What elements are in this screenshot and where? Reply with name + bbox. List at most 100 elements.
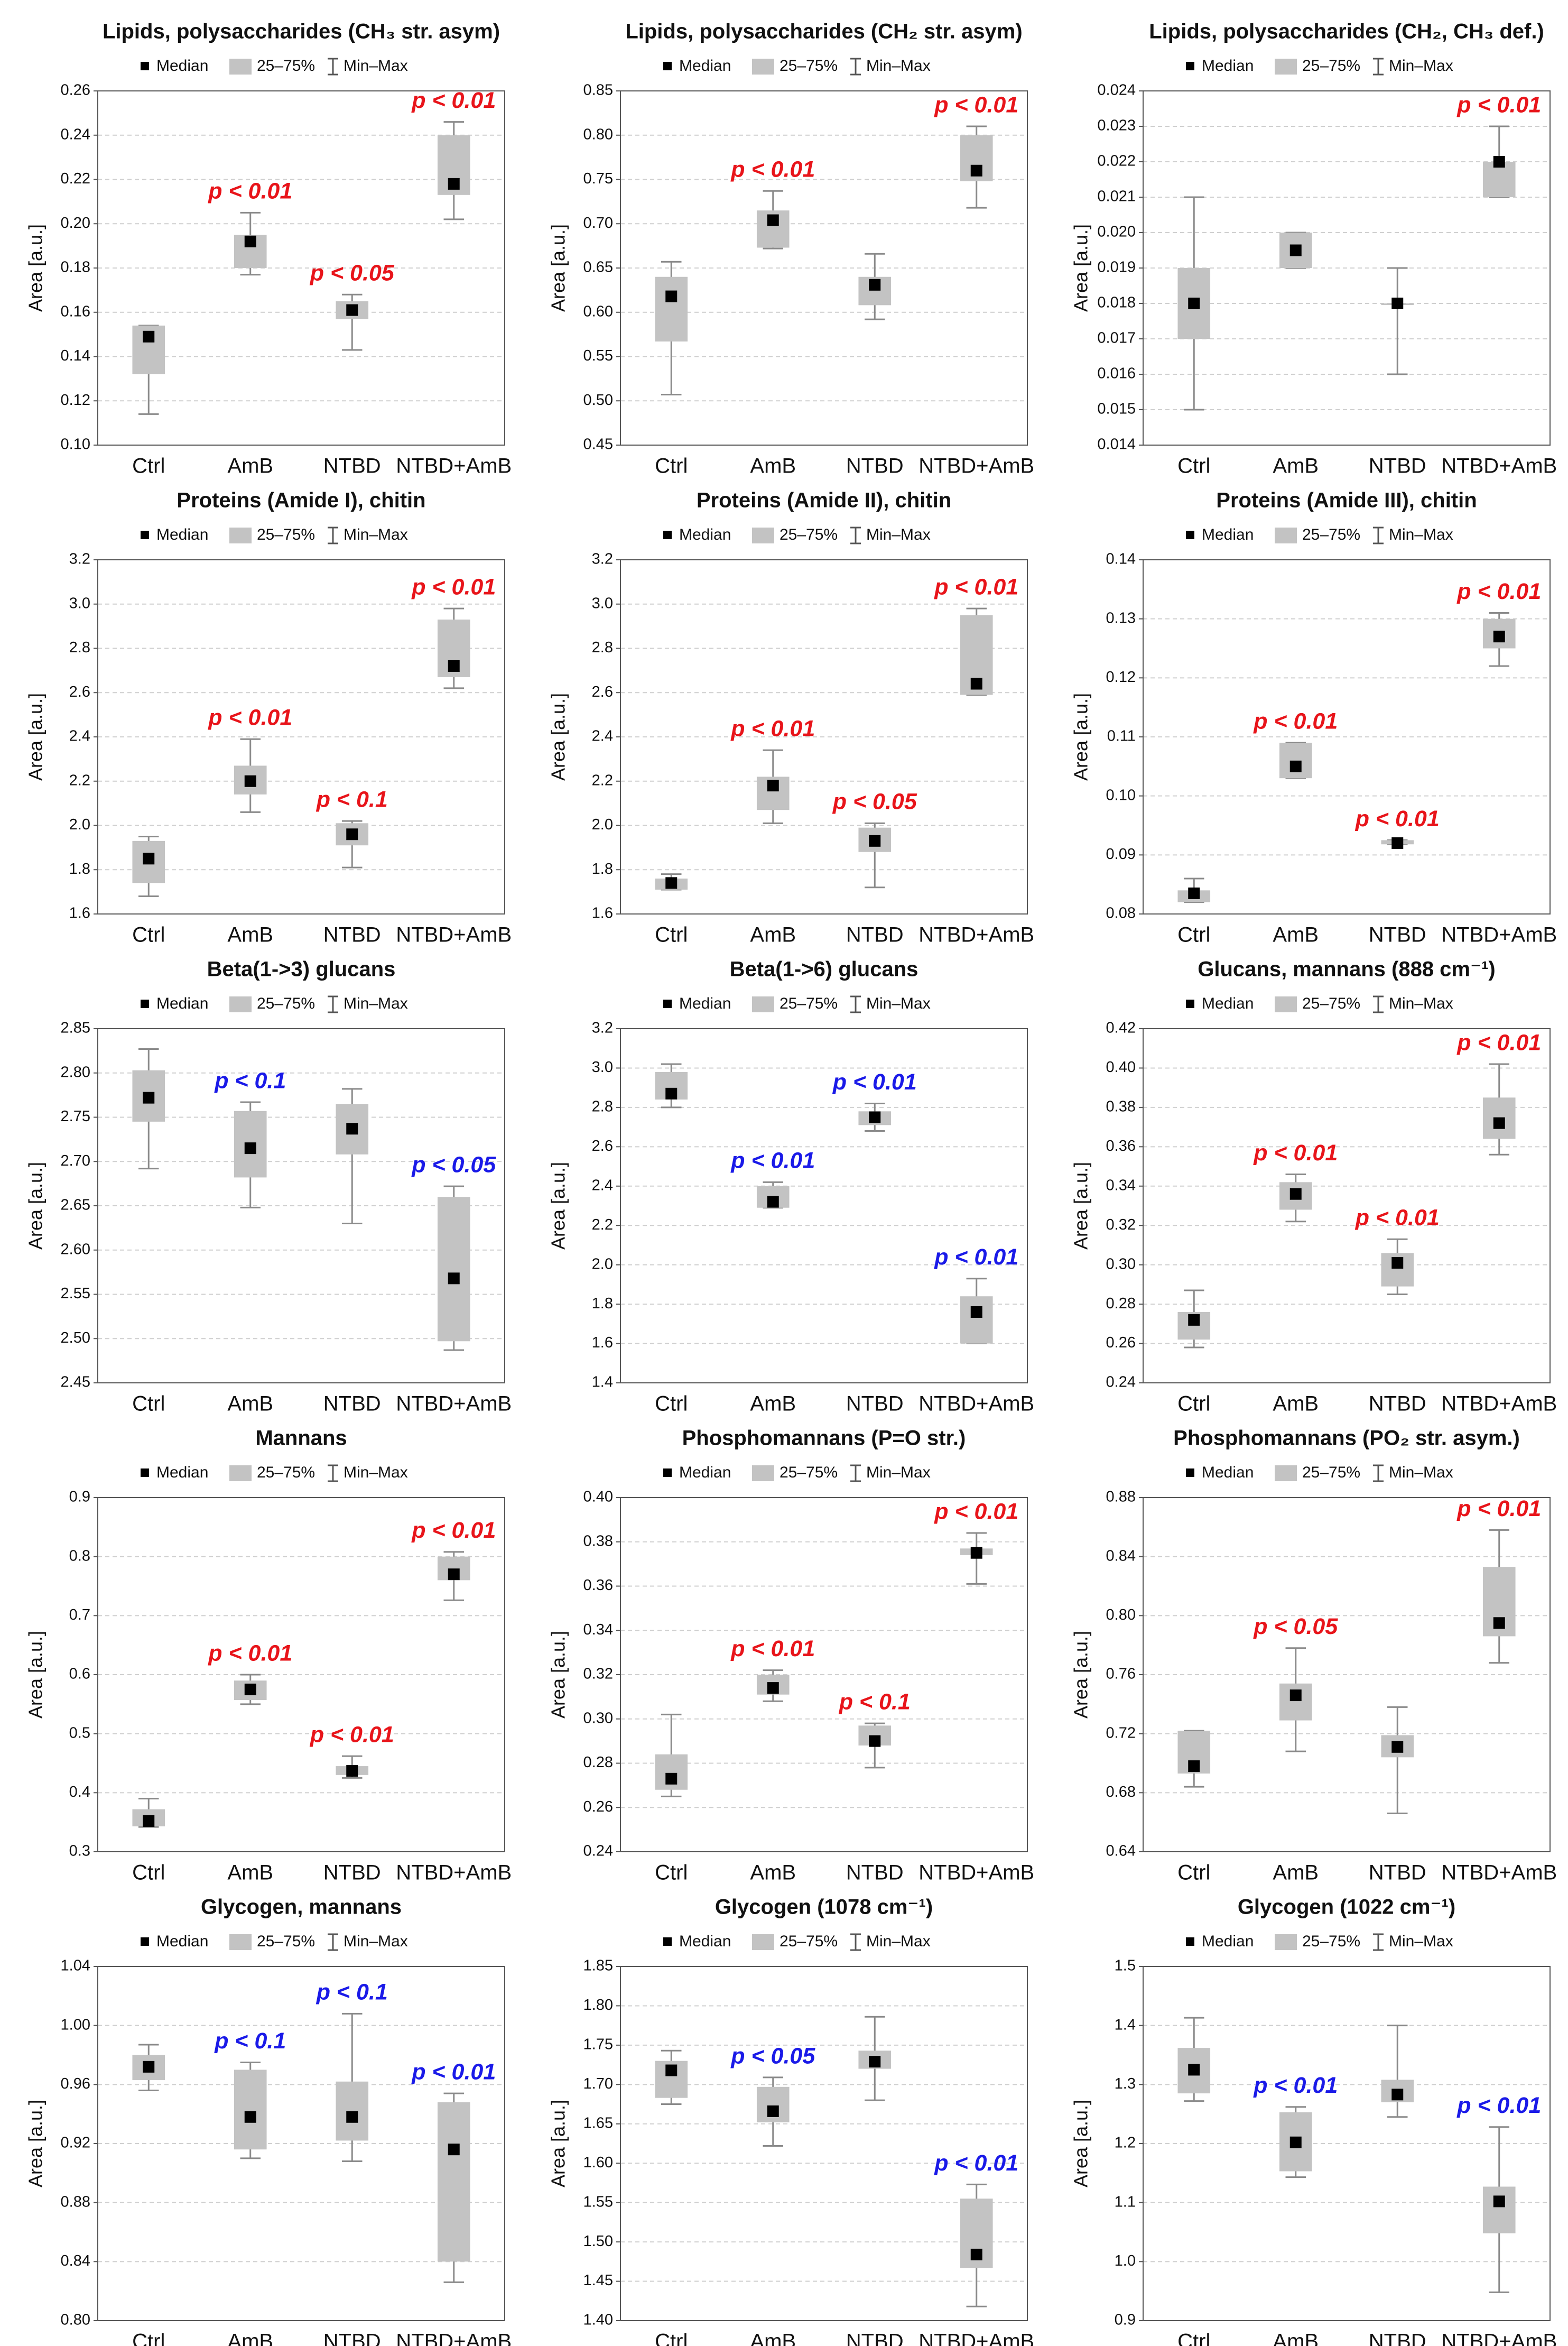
- panel-title: Beta(1->6) glucans: [730, 958, 918, 981]
- panel-title: Phosphomannans (P=O str.): [682, 1427, 966, 1450]
- legend-label: Median: [156, 526, 208, 543]
- y-tick-label: 2.65: [61, 1197, 90, 1214]
- legend-label: Median: [1202, 526, 1254, 543]
- y-tick-label: 1.60: [583, 2154, 613, 2171]
- median: [448, 2144, 460, 2156]
- median: [1188, 2064, 1200, 2076]
- y-tick-label: 0.9: [1115, 2312, 1136, 2329]
- p-value-annotation: p < 0.01: [310, 1722, 394, 1747]
- y-tick-label: 1.4: [592, 1374, 613, 1391]
- median: [143, 330, 155, 343]
- x-tick-label: Ctrl: [132, 455, 165, 478]
- y-axis-label: Area [a.u.]: [25, 1162, 47, 1250]
- y-tick-label: 0.85: [583, 82, 613, 99]
- y-tick-label: 2.45: [61, 1374, 90, 1391]
- panel-title: Glycogen (1078 cm⁻¹): [715, 1896, 933, 1919]
- median: [1391, 2089, 1404, 2101]
- x-tick-label: AmB: [750, 455, 796, 478]
- legend-label: Min–Max: [344, 1933, 408, 1950]
- legend-label: Min–Max: [866, 1464, 931, 1481]
- y-tick-label: 0.16: [61, 303, 90, 320]
- legend-box-icon: [1275, 996, 1297, 1012]
- x-tick-label: NTBD: [323, 1392, 381, 1416]
- y-tick-label: 0.80: [1106, 1606, 1136, 1623]
- panel-title: Proteins (Amide III), chitin: [1216, 489, 1477, 512]
- x-tick-label: Ctrl: [132, 1861, 165, 1885]
- box: [960, 1296, 993, 1344]
- y-tick-label: 2.4: [592, 728, 613, 745]
- plot-frame: [1143, 1966, 1551, 2321]
- panel-title: Mannans: [255, 1427, 347, 1450]
- plot-frame: [97, 1028, 505, 1383]
- legend-whisker-icon: [328, 527, 338, 544]
- y-tick-label: 1.4: [1115, 2016, 1136, 2033]
- x-tick-label: NTBD: [323, 2330, 381, 2346]
- y-tick-label: 0.38: [1106, 1098, 1136, 1115]
- y-tick-label: 1.8: [69, 861, 90, 878]
- legend-label: Min–Max: [1389, 526, 1453, 543]
- legend-label: 25–75%: [1302, 1933, 1360, 1950]
- legend-label: Median: [156, 1933, 208, 1950]
- plot-frame: [620, 559, 1028, 915]
- legend-label: 25–75%: [780, 1933, 838, 1950]
- x-tick-label: NTBD: [1369, 923, 1426, 947]
- median: [1493, 2195, 1505, 2208]
- y-tick-label: 0.24: [1106, 1374, 1136, 1391]
- legend-label: 25–75%: [780, 1464, 838, 1481]
- median: [143, 1092, 155, 1104]
- x-tick-label: Ctrl: [1177, 1392, 1210, 1416]
- y-tick-label: 1.55: [583, 2193, 613, 2210]
- x-tick-label: NTBD+AmB: [918, 1861, 1034, 1885]
- median: [767, 214, 779, 226]
- p-value-annotation: p < 0.05: [310, 261, 395, 286]
- x-tick-label: NTBD+AmB: [1441, 455, 1557, 478]
- p-value-annotation: p < 0.01: [934, 1244, 1018, 1270]
- y-tick-label: 2.2: [592, 1216, 613, 1233]
- box: [437, 1197, 470, 1342]
- y-tick-label: 0.88: [61, 2193, 90, 2210]
- y-tick-label: 3.2: [592, 551, 613, 568]
- y-tick-label: 0.5: [69, 1724, 90, 1741]
- median: [970, 164, 982, 177]
- y-tick-label: 2.0: [592, 1255, 613, 1272]
- y-tick-label: 0.40: [1106, 1059, 1136, 1076]
- x-tick-label: Ctrl: [132, 923, 165, 947]
- median: [244, 2111, 256, 2123]
- y-tick-label: 0.28: [1106, 1295, 1136, 1312]
- x-tick-label: NTBD+AmB: [396, 923, 512, 947]
- p-value-annotation: p < 0.05: [411, 1152, 496, 1178]
- y-tick-label: 0.023: [1097, 117, 1136, 134]
- y-axis-label: Area [a.u.]: [548, 1631, 569, 1719]
- y-tick-label: 0.12: [61, 392, 90, 409]
- y-tick-label: 2.6: [69, 684, 90, 700]
- p-value-annotation: p < 0.01: [1355, 1205, 1440, 1231]
- y-tick-label: 0.20: [61, 215, 90, 232]
- x-tick-label: Ctrl: [1177, 455, 1210, 478]
- p-value-annotation: p < 0.01: [1253, 1140, 1338, 1166]
- legend-label: Min–Max: [866, 526, 931, 543]
- y-tick-label: 3.0: [69, 595, 90, 612]
- y-tick-label: 0.9: [69, 1489, 90, 1505]
- x-tick-label: AmB: [750, 2330, 796, 2346]
- y-tick-label: 2.50: [61, 1329, 90, 1346]
- legend-box-icon: [229, 1934, 252, 1950]
- legend-median-icon: [663, 1000, 672, 1008]
- x-tick-label: Ctrl: [132, 2330, 165, 2346]
- median: [244, 1142, 256, 1154]
- median: [1289, 760, 1302, 772]
- legend-box-icon: [1275, 528, 1297, 543]
- y-tick-label: 0.64: [1106, 1843, 1136, 1860]
- p-value-annotation: p < 0.01: [411, 1518, 496, 1543]
- legend-label: Median: [679, 57, 731, 75]
- p-value-annotation: p < 0.01: [208, 705, 292, 731]
- x-tick-label: AmB: [750, 1861, 796, 1885]
- median: [346, 828, 358, 841]
- legend-label: Min–Max: [344, 1464, 408, 1481]
- y-tick-label: 1.45: [583, 2272, 613, 2289]
- median: [1188, 887, 1200, 899]
- x-tick-label: NTBD: [1369, 1861, 1426, 1885]
- panel-title: Phosphomannans (PO₂ str. asym.): [1173, 1427, 1520, 1450]
- x-tick-label: NTBD+AmB: [396, 1392, 512, 1416]
